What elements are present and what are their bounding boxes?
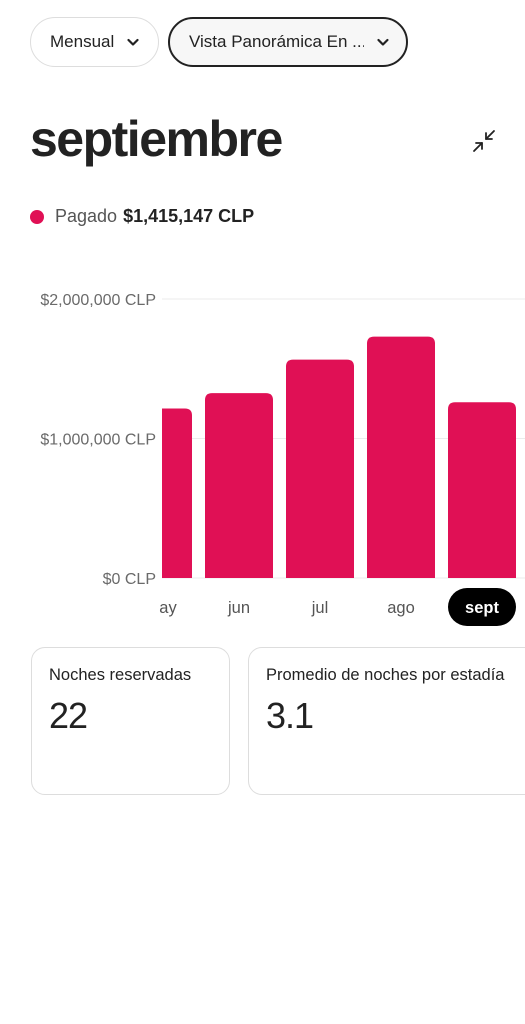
legend-amount: $1,415,147 CLP xyxy=(123,206,255,226)
x-tick-label-jul[interactable]: jul xyxy=(311,599,329,617)
chart-bar-jun[interactable] xyxy=(205,393,273,578)
chart-bar-sept[interactable] xyxy=(448,402,516,578)
x-tick-label-may[interactable]: ay xyxy=(159,599,177,617)
listing-filter-button[interactable]: Vista Panorámica En ... xyxy=(168,17,408,67)
average-nights-card[interactable]: Promedio de noches por estadía 3.1 xyxy=(248,647,525,795)
listing-filter-label: Vista Panorámica En ... xyxy=(189,32,365,51)
y-tick-label: $0 CLP xyxy=(103,571,156,588)
chart-legend: Pagado $1,415,147 CLP xyxy=(30,206,254,227)
chevron-down-icon xyxy=(127,38,139,46)
legend-label: Pagado xyxy=(55,206,118,226)
x-tick-label-jun[interactable]: jun xyxy=(227,599,250,617)
period-filter-label: Mensual xyxy=(50,32,115,51)
nights-booked-label: Noches reservadas xyxy=(49,666,192,684)
collapse-icon[interactable] xyxy=(471,128,497,154)
chart-bar-jul[interactable] xyxy=(286,359,354,578)
x-tick-label-sept[interactable]: sept xyxy=(465,599,499,617)
x-tick-label-ago[interactable]: ago xyxy=(387,599,415,617)
chart-bar-ago[interactable] xyxy=(367,336,435,578)
chevron-down-icon xyxy=(377,38,389,46)
page-title: septiembre xyxy=(30,111,283,167)
average-nights-value: 3.1 xyxy=(266,695,314,736)
average-nights-label: Promedio de noches por estadía xyxy=(266,666,505,684)
legend-dot xyxy=(30,209,44,224)
y-tick-label: $2,000,000 CLP xyxy=(40,292,156,309)
selected-month-pill[interactable] xyxy=(448,588,516,626)
earnings-chart: $0 CLP $1,000,000 CLP $2,000,000 CLP ay jun j… xyxy=(40,292,525,626)
nights-booked-card[interactable]: Noches reservadas 22 xyxy=(31,647,230,795)
chart-bar-may[interactable] xyxy=(124,408,192,578)
period-filter-button[interactable]: Mensual xyxy=(30,17,159,67)
y-tick-label: $1,000,000 CLP xyxy=(40,432,156,449)
nights-booked-value: 22 xyxy=(49,695,88,736)
